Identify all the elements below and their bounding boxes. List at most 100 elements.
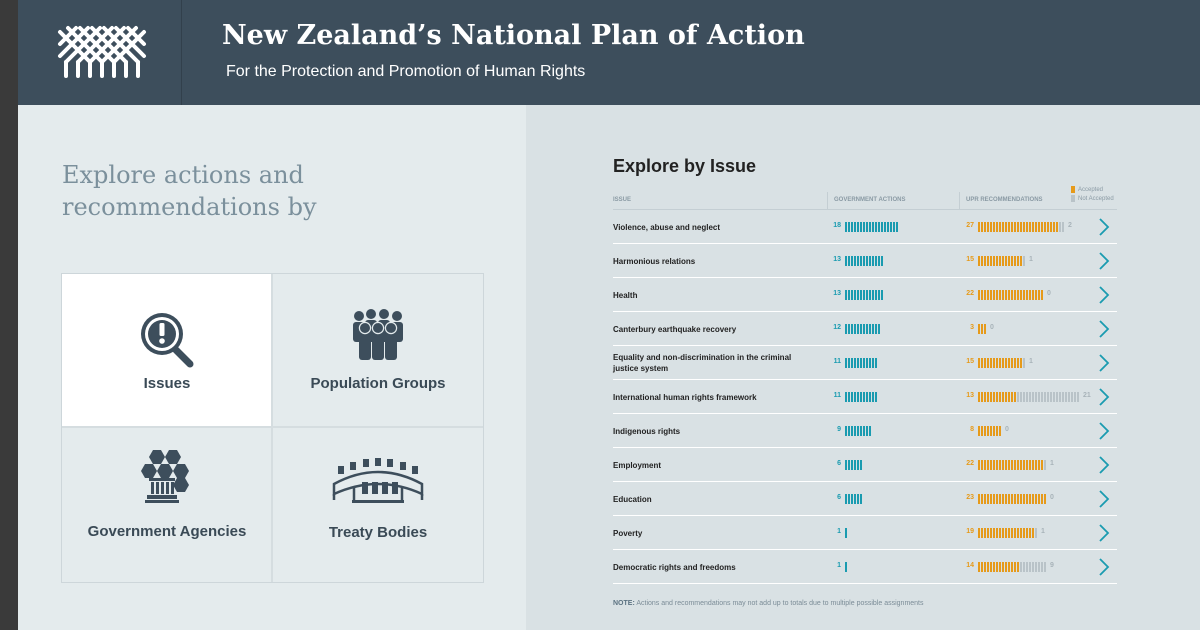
upr-accepted-count: 8	[970, 426, 974, 433]
issue-name: Employment	[613, 460, 662, 470]
gov-actions-bar	[845, 494, 862, 504]
tile-population-groups[interactable]: Population Groups	[273, 274, 483, 427]
column-header-upr: UPR RECOMMENDATIONS	[966, 197, 1043, 203]
chevron-right-icon[interactable]	[1097, 523, 1111, 543]
woven-logo-icon	[58, 26, 146, 78]
gov-actions-count: 9	[837, 426, 841, 433]
issue-name: Democratic rights and freedoms	[613, 562, 736, 572]
chevron-right-icon[interactable]	[1097, 489, 1111, 509]
issue-table: ISSUE GOVERNMENT ACTIONS UPR RECOMMENDAT…	[613, 192, 1117, 584]
tile-issues[interactable]: Issues	[62, 274, 272, 427]
tile-divider-horizontal	[62, 426, 483, 428]
upr-not-accepted-bar	[1035, 528, 1037, 538]
issue-name: Equality and non-discrimination in the c…	[613, 353, 792, 373]
gov-actions-count: 1	[837, 562, 841, 569]
upr-not-accepted-count: 0	[1005, 426, 1009, 433]
gov-actions-count: 6	[837, 460, 841, 467]
upr-accepted-count: 22	[966, 460, 974, 467]
upr-not-accepted-count: 0	[1050, 494, 1054, 501]
table-row[interactable]: Health 13 22 0	[613, 278, 1117, 312]
tile-divider-vertical	[271, 274, 273, 582]
gov-actions-count: 11	[833, 392, 841, 399]
gov-actions-bar	[845, 222, 898, 232]
gov-actions-count: 12	[833, 324, 841, 331]
upr-accepted-bar	[978, 460, 1043, 470]
issue-name: International human rights framework	[613, 392, 757, 402]
legend-not-accepted: Not Accepted	[1071, 194, 1114, 203]
chevron-right-icon[interactable]	[1097, 319, 1111, 339]
upr-not-accepted-count: 1	[1029, 358, 1033, 365]
page-title: New Zealand’s National Plan of Action	[222, 20, 805, 51]
upr-accepted-count: 14	[966, 562, 974, 569]
table-row[interactable]: Harmonious relations 13 15 1	[613, 244, 1117, 278]
table-row[interactable]: Canterbury earthquake recovery 12 3 0	[613, 312, 1117, 346]
upr-not-accepted-bar	[1017, 392, 1079, 402]
issue-name: Health	[613, 290, 638, 300]
upr-accepted-count: 19	[966, 528, 974, 535]
upr-accepted-bar	[978, 256, 1022, 266]
table-header: ISSUE GOVERNMENT ACTIONS UPR RECOMMENDAT…	[613, 192, 1117, 210]
upr-not-accepted-count: 1	[1050, 460, 1054, 467]
table-row[interactable]: Poverty 1 19 1	[613, 516, 1117, 550]
meeting-table-icon	[332, 458, 424, 503]
gov-actions-bar	[845, 256, 883, 266]
table-row[interactable]: Violence, abuse and neglect 18 27 2	[613, 210, 1117, 244]
table-row[interactable]: Indigenous rights 9 8 0	[613, 414, 1117, 448]
chevron-right-icon[interactable]	[1097, 421, 1111, 441]
issue-name: Education	[613, 494, 652, 504]
upr-not-accepted-bar	[1023, 358, 1025, 368]
chevron-right-icon[interactable]	[1097, 285, 1111, 305]
upr-accepted-bar	[978, 358, 1022, 368]
upr-not-accepted-count: 0	[990, 324, 994, 331]
table-row[interactable]: Democratic rights and freedoms 1 14 9	[613, 550, 1117, 584]
logo[interactable]	[18, 0, 182, 105]
upr-accepted-bar	[978, 222, 1058, 232]
chevron-right-icon[interactable]	[1097, 455, 1111, 475]
gov-actions-bar	[845, 528, 847, 538]
page-frame: New Zealand’s National Plan of Action Fo…	[18, 0, 1200, 630]
table-row[interactable]: International human rights framework 11 13…	[613, 380, 1117, 414]
gov-actions-bar	[845, 460, 862, 470]
tile-treaty-bodies[interactable]: Treaty Bodies	[273, 428, 483, 581]
explore-panel: Explore actions and recommendations by I…	[18, 105, 526, 630]
tile-population-groups-label: Population Groups	[310, 375, 446, 392]
table-row[interactable]: Equality and non-discrimination in the c…	[613, 346, 1117, 380]
table-body: Violence, abuse and neglect 18 27 2 Harmonio…	[613, 210, 1117, 584]
chevron-right-icon[interactable]	[1097, 217, 1111, 237]
upr-not-accepted-bar	[1023, 256, 1025, 266]
upr-accepted-count: 22	[966, 290, 974, 297]
chevron-right-icon[interactable]	[1097, 251, 1111, 271]
table-row[interactable]: Employment 6 22 1	[613, 448, 1117, 482]
issue-name: Harmonious relations	[613, 256, 696, 266]
issue-name: Violence, abuse and neglect	[613, 222, 720, 232]
upr-accepted-count: 27	[966, 222, 974, 229]
gov-actions-bar	[845, 426, 871, 436]
bar-legend: Accepted Not Accepted	[1071, 185, 1114, 203]
tile-government-agencies[interactable]: Government Agencies	[62, 428, 272, 581]
upr-not-accepted-bar	[1059, 222, 1064, 232]
issue-name: Poverty	[613, 528, 643, 538]
chevron-right-icon[interactable]	[1097, 387, 1111, 407]
upr-not-accepted-count: 21	[1083, 392, 1091, 399]
gov-actions-bar	[845, 392, 877, 402]
upr-accepted-count: 23	[966, 494, 974, 501]
page-subtitle: For the Protection and Promotion of Huma…	[226, 63, 586, 80]
chevron-right-icon[interactable]	[1097, 353, 1111, 373]
upr-accepted-bar	[978, 324, 986, 334]
upr-not-accepted-count: 0	[1047, 290, 1051, 297]
issue-table-title: Explore by Issue	[613, 156, 757, 176]
issue-name: Canterbury earthquake recovery	[613, 324, 737, 334]
upr-not-accepted-count: 9	[1050, 562, 1054, 569]
gov-actions-count: 11	[833, 358, 841, 365]
site-header: New Zealand’s National Plan of Action Fo…	[18, 0, 1200, 105]
table-row[interactable]: Education 6 23 0	[613, 482, 1117, 516]
gov-actions-count: 6	[837, 494, 841, 501]
upr-accepted-count: 3	[970, 324, 974, 331]
upr-not-accepted-count: 1	[1041, 528, 1045, 535]
upr-accepted-bar	[978, 494, 1046, 504]
upr-accepted-count: 15	[966, 358, 974, 365]
gov-actions-bar	[845, 562, 847, 572]
chevron-right-icon[interactable]	[1097, 557, 1111, 577]
issue-table-panel: Explore by Issue Accepted Not Accepted I…	[526, 105, 1200, 630]
upr-accepted-bar	[978, 426, 1001, 436]
